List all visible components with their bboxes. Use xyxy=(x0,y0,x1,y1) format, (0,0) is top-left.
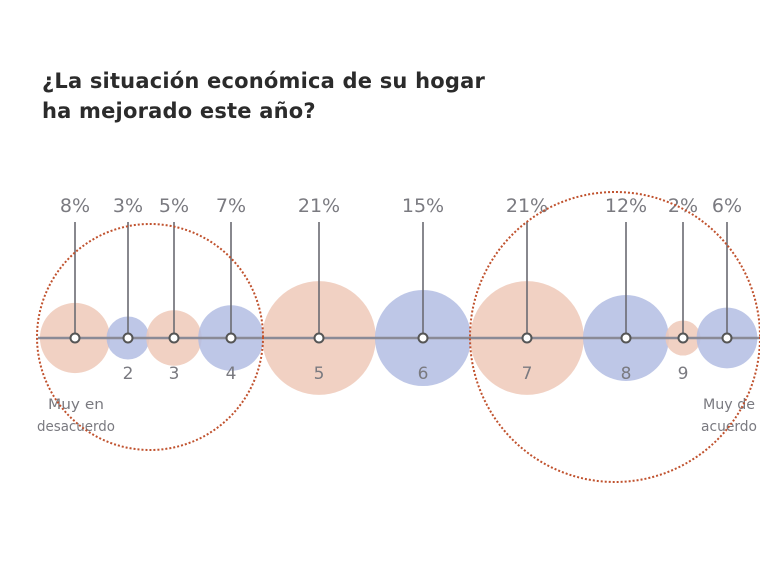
tick-label-8: 8 xyxy=(621,364,632,384)
value-label-5: 21% xyxy=(298,195,340,217)
tick-label-3: 3 xyxy=(169,364,180,384)
value-label-3: 5% xyxy=(159,195,189,217)
value-label-7: 21% xyxy=(506,195,548,217)
end-label-right-line-1: Muy de xyxy=(703,397,755,413)
group-circle-desacuerdo xyxy=(36,223,264,451)
marker-4 xyxy=(225,332,237,344)
marker-7 xyxy=(521,332,533,344)
marker-5 xyxy=(313,332,325,344)
marker-2 xyxy=(122,332,134,344)
marker-6 xyxy=(417,332,429,344)
marker-8 xyxy=(620,332,632,344)
value-label-4: 7% xyxy=(216,195,246,217)
value-label-1: 8% xyxy=(60,195,90,217)
chart-title-line-1: ¿La situación económica de su hogar xyxy=(42,69,486,93)
tick-label-6: 6 xyxy=(418,364,429,384)
value-label-2: 3% xyxy=(113,195,143,217)
marker-1 xyxy=(69,332,81,344)
tick-label-9: 9 xyxy=(678,364,689,384)
tick-label-5: 5 xyxy=(314,364,325,384)
marker-3 xyxy=(168,332,180,344)
tick-label-2: 2 xyxy=(123,364,134,384)
chart-title: ¿La situación económica de su hogar ha m… xyxy=(42,66,485,126)
marker-10 xyxy=(721,332,733,344)
value-label-10: 6% xyxy=(712,195,742,217)
value-label-9: 2% xyxy=(668,195,698,217)
value-label-6: 15% xyxy=(402,195,444,217)
tick-label-4: 4 xyxy=(226,364,237,384)
marker-9 xyxy=(677,332,689,344)
chart-title-line-2: ha mejorado este año? xyxy=(42,99,316,123)
value-label-8: 12% xyxy=(605,195,647,217)
end-label-left-line-2: desacuerdo xyxy=(37,419,115,435)
tick-label-7: 7 xyxy=(522,364,533,384)
